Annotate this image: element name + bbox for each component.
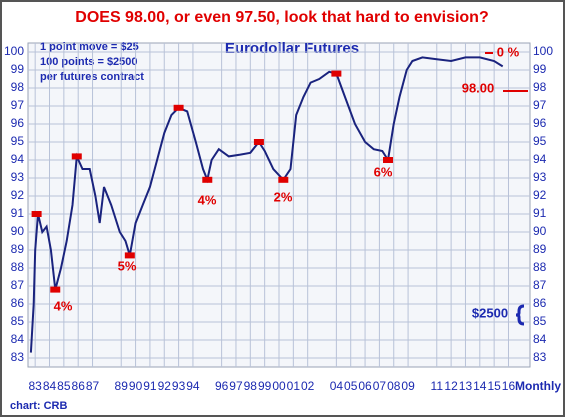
x-tick-label: 89 bbox=[115, 379, 129, 393]
x-tick-label: 96 bbox=[215, 379, 229, 393]
annotation: 98.00 bbox=[462, 80, 495, 95]
chart-subtitle: Eurodollar Futures bbox=[225, 40, 359, 57]
x-tick-label: 14 bbox=[473, 379, 487, 393]
x-tick-label: 16 bbox=[502, 379, 516, 393]
chart-title: DOES 98.00, or even 97.50, look that har… bbox=[75, 9, 488, 26]
x-tick-label: 99 bbox=[258, 379, 272, 393]
marker bbox=[124, 252, 135, 259]
y-tick-label: 88 bbox=[11, 260, 25, 274]
y-tick-label: 99 bbox=[11, 62, 25, 76]
line bbox=[29, 56, 504, 353]
note: 1 point move = $25 bbox=[40, 41, 139, 53]
annotation: 6% bbox=[374, 164, 393, 179]
y2-tick-label: 96 bbox=[533, 116, 547, 130]
brace bbox=[515, 304, 525, 326]
y-tick-label: 95 bbox=[11, 134, 25, 148]
y2-tick-label: 86 bbox=[533, 296, 547, 310]
y2-tick-label: 100 bbox=[533, 44, 553, 58]
y-tick-label: 98 bbox=[11, 80, 25, 94]
y-tick-label: 83 bbox=[11, 350, 25, 364]
x-tick-label: 13 bbox=[459, 379, 473, 393]
y-tick-label: 89 bbox=[11, 242, 25, 256]
x-tick-label: 15 bbox=[487, 379, 501, 393]
y-tick-label: 92 bbox=[11, 188, 25, 202]
note: 100 points = $2500 bbox=[40, 56, 138, 68]
y-tick-label: 97 bbox=[11, 98, 25, 112]
y-tick-label: 85 bbox=[11, 314, 25, 328]
annotation: 5% bbox=[118, 258, 137, 273]
annotation: 2% bbox=[274, 189, 293, 204]
marker bbox=[202, 176, 213, 183]
x-tick-label: 08 bbox=[387, 379, 401, 393]
y-tick-label: 90 bbox=[11, 224, 25, 238]
y2-tick-label: 92 bbox=[533, 188, 547, 202]
x-tick-label: 06 bbox=[358, 379, 372, 393]
y2-tick-label: 97 bbox=[533, 98, 547, 112]
y2-tick-label: 90 bbox=[533, 224, 547, 238]
marker bbox=[71, 153, 82, 160]
y-tick-label: 91 bbox=[11, 206, 25, 220]
marker bbox=[383, 157, 394, 163]
marker bbox=[173, 104, 184, 111]
y-tick-label: 94 bbox=[11, 152, 25, 166]
y2-tick-label: 85 bbox=[533, 314, 547, 328]
x-tick-label: 04 bbox=[330, 379, 344, 393]
y2-tick-label: 99 bbox=[533, 62, 547, 76]
x-tick-label: 91 bbox=[143, 379, 157, 393]
y-tick-label: 86 bbox=[11, 296, 25, 310]
annotation: 4% bbox=[54, 298, 73, 313]
x-tick-label: 84 bbox=[43, 379, 57, 393]
x-tick-label: 93 bbox=[172, 379, 186, 393]
y2-tick-label: 88 bbox=[533, 260, 547, 274]
x-tick-label: 98 bbox=[244, 379, 258, 393]
x-tick-label: 12 bbox=[444, 379, 458, 393]
annotation: $2500 bbox=[472, 305, 508, 320]
x-tick-label: 86 bbox=[72, 379, 86, 393]
y2-tick-label: 83 bbox=[533, 350, 547, 364]
x-tick-label: 05 bbox=[344, 379, 358, 393]
y2-tick-label: 94 bbox=[533, 152, 547, 166]
y-tick-label: 84 bbox=[11, 332, 25, 346]
marker bbox=[31, 211, 42, 217]
y-tick-label: 100 bbox=[4, 44, 24, 58]
x-tick-label: 11 bbox=[431, 379, 444, 393]
x-tick-label: 92 bbox=[158, 379, 172, 393]
y2-tick-label: 84 bbox=[533, 332, 547, 346]
y2-tick-label: 93 bbox=[533, 170, 547, 184]
x-tick-label: 85 bbox=[57, 379, 71, 393]
x-tick-label: 02 bbox=[301, 379, 315, 393]
marker bbox=[50, 286, 61, 293]
annotation: 0 % bbox=[497, 44, 520, 59]
y2-tick-label: 91 bbox=[533, 206, 547, 220]
y2-tick-label: 87 bbox=[533, 278, 547, 292]
marker bbox=[278, 176, 289, 183]
x-tick-label: 07 bbox=[373, 379, 387, 393]
y2-tick-label: 89 bbox=[533, 242, 547, 256]
x-tick-label: 87 bbox=[86, 379, 100, 393]
x-tick-label: 00 bbox=[272, 379, 286, 393]
x-tick-label: 97 bbox=[229, 379, 243, 393]
x-tick-label: 01 bbox=[287, 379, 301, 393]
x-tick-label: 90 bbox=[129, 379, 143, 393]
y-tick-label: 93 bbox=[11, 170, 25, 184]
marker bbox=[253, 139, 264, 145]
source: chart: CRB bbox=[10, 400, 68, 412]
y2-tick-label: 95 bbox=[533, 134, 547, 148]
x-tick-label: 83 bbox=[28, 379, 42, 393]
x-tick-label: 09 bbox=[401, 379, 415, 393]
y-tick-label: 96 bbox=[11, 116, 25, 130]
marker bbox=[331, 70, 342, 77]
x-axis-label: Monthly bbox=[515, 379, 561, 393]
x-tick-label: 94 bbox=[186, 379, 200, 393]
y-tick-label: 87 bbox=[11, 278, 25, 292]
y2-tick-label: 98 bbox=[533, 80, 547, 94]
annotation: 4% bbox=[198, 192, 217, 207]
